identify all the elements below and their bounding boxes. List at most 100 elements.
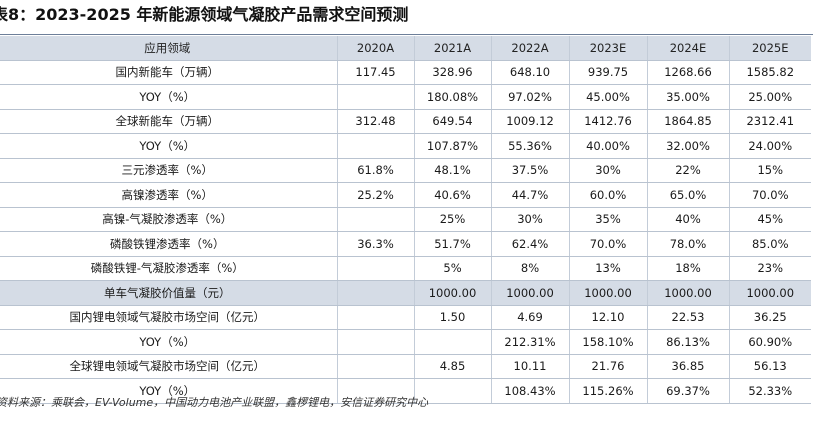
row-label: 磷酸铁锂-气凝胶渗透率（%） [0, 256, 337, 281]
table-cell: 65.0% [646, 182, 729, 208]
table-cell: 1864.85 [646, 109, 729, 134]
table-cell: 25.00% [728, 84, 811, 110]
table-cell: 85.0% [728, 231, 811, 257]
table-cell [336, 329, 414, 355]
table-row: YOY（%） 108.43% 115.26% 69.37% 52.33% [0, 378, 811, 404]
table-row: YOY（%） 180.08% 97.02% 45.00% 35.00% 25.0… [0, 84, 811, 110]
table-row: 磷酸铁锂-气凝胶渗透率（%） 5% 8% 13% 18% 23% [0, 256, 811, 281]
table-row: 三元渗透率（%） 61.8% 48.1% 37.5% 30% 22% 15% [0, 158, 811, 183]
table-cell: 36.25 [728, 305, 811, 330]
table-cell: 69.37% [646, 378, 729, 404]
table-cell: 1000.00 [646, 280, 729, 306]
table-cell: 10.11 [490, 354, 569, 379]
table-cell: 35.00% [646, 84, 729, 110]
table-cell: 70.0% [728, 182, 811, 208]
row-label: YOY（%） [0, 84, 337, 110]
col-header-2023e: 2023E [568, 36, 647, 61]
table-cell: 107.87% [413, 133, 491, 159]
col-header-2020a: 2020A [336, 36, 414, 61]
table-cell: 52.33% [728, 378, 811, 404]
table-cell: 648.10 [490, 60, 569, 85]
table-cell: 56.13 [728, 354, 811, 379]
table-row: 高镍渗透率（%） 25.2% 40.6% 44.7% 60.0% 65.0% 7… [0, 182, 811, 208]
table-cell: 108.43% [490, 378, 569, 404]
table-cell [413, 378, 491, 404]
col-header-2021a: 2021A [413, 36, 491, 61]
table-cell: 25.2% [336, 182, 414, 208]
table-cell: 70.0% [568, 231, 647, 257]
table-cell [336, 280, 414, 306]
table-title: 表8：2023-2025 年新能源领域气凝胶产品需求空间预测 [0, 5, 409, 24]
table-cell: 1412.76 [568, 109, 647, 134]
row-label: 三元渗透率（%） [0, 158, 337, 183]
table-cell: 23% [728, 256, 811, 281]
table-cell: 13% [568, 256, 647, 281]
table-cell: 328.96 [413, 60, 491, 85]
source-note: 资料来源：乘联会，EV-Volume，中国动力电池产业联盟，鑫椤锂电，安信证券研… [0, 396, 429, 409]
table-cell: 40.6% [413, 182, 491, 208]
row-label: 磷酸铁锂渗透率（%） [0, 231, 337, 257]
table-cell: 2312.41 [728, 109, 811, 134]
table-cell: 1009.12 [490, 109, 569, 134]
table-cell: 24.00% [728, 133, 811, 159]
table-cell [336, 305, 414, 330]
table-cell: 60.0% [568, 182, 647, 208]
table-row: 国内新能车（万辆） 117.45 328.96 648.10 939.75 12… [0, 60, 811, 85]
table-cell: 86.13% [646, 329, 729, 355]
table-cell: 45.00% [568, 84, 647, 110]
table-cell: 15% [728, 158, 811, 183]
table-row: YOY（%） 212.31% 158.10% 86.13% 60.90% [0, 329, 811, 355]
table-cell: 22% [646, 158, 729, 183]
col-header-2022a: 2022A [490, 36, 569, 61]
row-label: 高镍渗透率（%） [0, 182, 337, 208]
table-cell: 1000.00 [490, 280, 569, 306]
table-cell [413, 329, 491, 355]
table-cell: 1000.00 [728, 280, 811, 306]
table-cell: 180.08% [413, 84, 491, 110]
table-cell: 32.00% [646, 133, 729, 159]
row-label: 高镍-气凝胶渗透率（%） [0, 207, 337, 232]
table-cell: 4.69 [490, 305, 569, 330]
table-cell: 212.31% [490, 329, 569, 355]
table-cell: 60.90% [728, 329, 811, 355]
table-cell: 1000.00 [413, 280, 491, 306]
table-cell [336, 207, 414, 232]
table-row: 磷酸铁锂渗透率（%） 36.3% 51.7% 62.4% 70.0% 78.0%… [0, 231, 811, 257]
table-cell: 8% [490, 256, 569, 281]
table-cell: 25% [413, 207, 491, 232]
table-cell [336, 378, 414, 404]
table-cell: 1000.00 [568, 280, 647, 306]
table-cell: 51.7% [413, 231, 491, 257]
row-label: 国内锂电领域气凝胶市场空间（亿元） [0, 305, 337, 330]
table-cell: 36.85 [646, 354, 729, 379]
table-cell: 22.53 [646, 305, 729, 330]
table-cell: 97.02% [490, 84, 569, 110]
col-header-2025e: 2025E [728, 36, 811, 61]
table-cell: 40% [646, 207, 729, 232]
table-cell: 30% [568, 158, 647, 183]
table-cell: 158.10% [568, 329, 647, 355]
table-cell: 62.4% [490, 231, 569, 257]
table-cell: 4.85 [413, 354, 491, 379]
table-cell [336, 84, 414, 110]
row-label: 全球新能车（万辆） [0, 109, 337, 134]
row-label: YOY（%） [0, 329, 337, 355]
table-cell: 117.45 [336, 60, 414, 85]
table-row: 全球锂电领域气凝胶市场空间（亿元） 4.85 10.11 21.76 36.85… [0, 354, 811, 379]
row-label: YOY（%） [0, 133, 337, 159]
table-cell [336, 354, 414, 379]
table-row: 国内锂电领域气凝胶市场空间（亿元） 1.50 4.69 12.10 22.53 … [0, 305, 811, 330]
table-cell: 1585.82 [728, 60, 811, 85]
table-row: 全球新能车（万辆） 312.48 649.54 1009.12 1412.76 … [0, 109, 811, 134]
row-label: 全球锂电领域气凝胶市场空间（亿元） [0, 354, 337, 379]
col-header-2024e: 2024E [646, 36, 729, 61]
table-cell: 30% [490, 207, 569, 232]
table-row-highlighted: 单车气凝胶价值量（元） 1000.00 1000.00 1000.00 1000… [0, 280, 811, 306]
table-row: 高镍-气凝胶渗透率（%） 25% 30% 35% 40% 45% [0, 207, 811, 232]
table-cell: 78.0% [646, 231, 729, 257]
table-cell: 44.7% [490, 182, 569, 208]
table-cell: 939.75 [568, 60, 647, 85]
table-cell: 115.26% [568, 378, 647, 404]
table-cell: 37.5% [490, 158, 569, 183]
table-cell: 21.76 [568, 354, 647, 379]
